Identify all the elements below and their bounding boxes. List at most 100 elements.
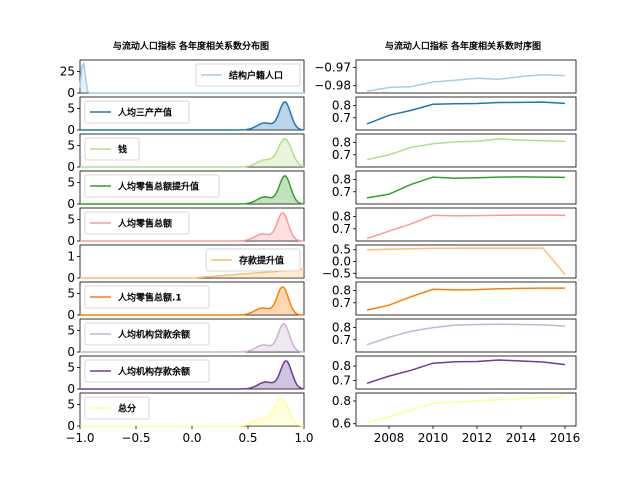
x-tick-label: 2014 — [506, 431, 537, 445]
density-fill — [80, 287, 304, 315]
legend-box — [84, 359, 210, 383]
y-tick-label: 0.8 — [332, 359, 351, 373]
y-tick-label: 0.7 — [332, 373, 351, 387]
y-tick-label: −0.97 — [314, 60, 351, 74]
legend: 人均零售总额.1 — [84, 285, 210, 309]
y-tick-label: 5 — [67, 213, 75, 227]
x-tick-label: 0.0 — [182, 431, 201, 445]
density-line — [80, 360, 305, 390]
timeseries-panel: 0.80.7 — [332, 318, 577, 353]
legend-label: 钱 — [118, 144, 127, 156]
legend-label: 结构户籍人口 — [229, 70, 283, 82]
density-line — [80, 100, 305, 131]
y-tick-label: 0 — [67, 123, 75, 137]
panel-frame — [355, 207, 577, 242]
y-tick-label: 0.7 — [332, 148, 351, 162]
density-fill — [80, 213, 304, 241]
distribution-panel: 0 5 钱 — [67, 133, 305, 174]
series-line — [366, 287, 565, 311]
density-fill — [80, 360, 304, 389]
legend: 结构户籍人口 — [195, 63, 301, 87]
y-tick-label: 0 — [67, 234, 75, 248]
legend-label: 总分 — [118, 403, 136, 415]
panel-frame — [355, 133, 577, 168]
density-line — [80, 174, 305, 205]
legend-box — [195, 63, 301, 87]
y-tick-label: 0.8 — [332, 136, 351, 150]
series-line — [366, 214, 566, 240]
legend: 人均零售总额提升值 — [84, 174, 220, 198]
legend: 人均机构存款余额 — [84, 359, 210, 383]
y-tick-label: 0.8 — [332, 321, 351, 335]
timeseries-panels: −0.97−0.980.80.70.80.70.80.70.80.70.50.0… — [314, 59, 580, 445]
panel-frame — [355, 170, 577, 205]
series-line — [366, 359, 566, 385]
series-line — [366, 323, 566, 346]
y-tick-label: 5 — [67, 139, 75, 153]
y-tick-label: 5 — [67, 324, 75, 338]
density-line — [80, 286, 305, 316]
y-tick-label: 0.7 — [332, 296, 351, 310]
y-tick-label: 0 — [67, 160, 75, 174]
x-tick-label: 2012 — [462, 431, 493, 445]
right-chart-title: 与流动人口指标 各年度相关系数时序图 — [385, 40, 541, 52]
x-tick-label: −1.0 — [65, 431, 94, 445]
y-tick-label: 25 — [60, 65, 75, 79]
distribution-panel: 0 5 人均零售总额 — [67, 207, 305, 248]
density-line — [80, 137, 305, 168]
series-line — [366, 101, 566, 125]
legend-box — [84, 396, 150, 420]
legend-box — [84, 211, 190, 235]
y-tick-label: 5 — [67, 398, 75, 412]
y-tick-label: 0.8 — [332, 99, 351, 113]
timeseries-panel: −0.97 −0.98 — [314, 59, 577, 94]
y-tick-label: 0 — [67, 86, 75, 100]
y-tick-label: 0 — [67, 419, 75, 433]
x-tick-label: 2010 — [418, 431, 449, 445]
legend-box — [84, 137, 140, 161]
y-tick-label: −0.98 — [314, 79, 351, 93]
legend: 存款提升值 — [205, 248, 301, 272]
density-line — [80, 322, 305, 353]
y-tick-label: 0 — [67, 197, 75, 211]
y-tick-label: 0.8 — [332, 284, 351, 298]
density-fill — [80, 397, 304, 426]
panel-frame — [355, 281, 577, 316]
series-line — [366, 138, 566, 161]
x-tick-label: −0.5 — [121, 431, 150, 445]
timeseries-panel: 0.80.7 — [332, 281, 577, 316]
density-line — [80, 212, 305, 242]
legend-box — [84, 174, 220, 198]
distribution-panel: 0 5 人均零售总额.1 — [67, 281, 305, 322]
series-line — [366, 176, 566, 199]
x-tick-label: 0.5 — [238, 431, 257, 445]
legend-box — [84, 100, 190, 124]
distribution-panel: 0 5 总分 — [67, 392, 305, 433]
y-tick-label: 5 — [67, 361, 75, 375]
legend-label: 人均零售总额.1 — [117, 292, 182, 304]
y-tick-label: 0 — [67, 345, 75, 359]
legend: 总分 — [84, 396, 150, 420]
distribution-panel: 0 5 人均机构贷款余额 — [67, 318, 305, 359]
legend-label: 人均三产产值 — [117, 107, 172, 119]
legend: 钱 — [84, 137, 140, 161]
y-tick-label: 5 — [67, 102, 75, 116]
legend: 人均机构贷款余额 — [84, 322, 210, 346]
y-tick-label: 0.5 — [332, 243, 351, 257]
timeseries-panel: 0.80.7 — [332, 355, 577, 390]
distribution-panel: 0 5 人均零售总额提升值 — [67, 170, 305, 211]
left-chart-title: 与流动人口指标 各年度相关系数分布图 — [113, 40, 269, 52]
y-tick-label: 0.8 — [332, 210, 351, 224]
legend: 人均三产产值 — [84, 100, 190, 124]
distribution-panel: 0 1 存款提升值 — [67, 244, 305, 285]
y-tick-label: 0.6 — [332, 417, 351, 431]
density-fill — [80, 101, 304, 130]
series-line — [366, 73, 566, 92]
y-tick-label: 0.8 — [332, 173, 351, 187]
y-tick-label: −0.5 — [322, 266, 351, 280]
y-tick-label: 0.7 — [332, 111, 351, 125]
series-line — [366, 247, 566, 275]
timeseries-panel: 0.80.7 — [332, 96, 577, 131]
legend-label: 人均机构贷款余额 — [117, 329, 190, 341]
